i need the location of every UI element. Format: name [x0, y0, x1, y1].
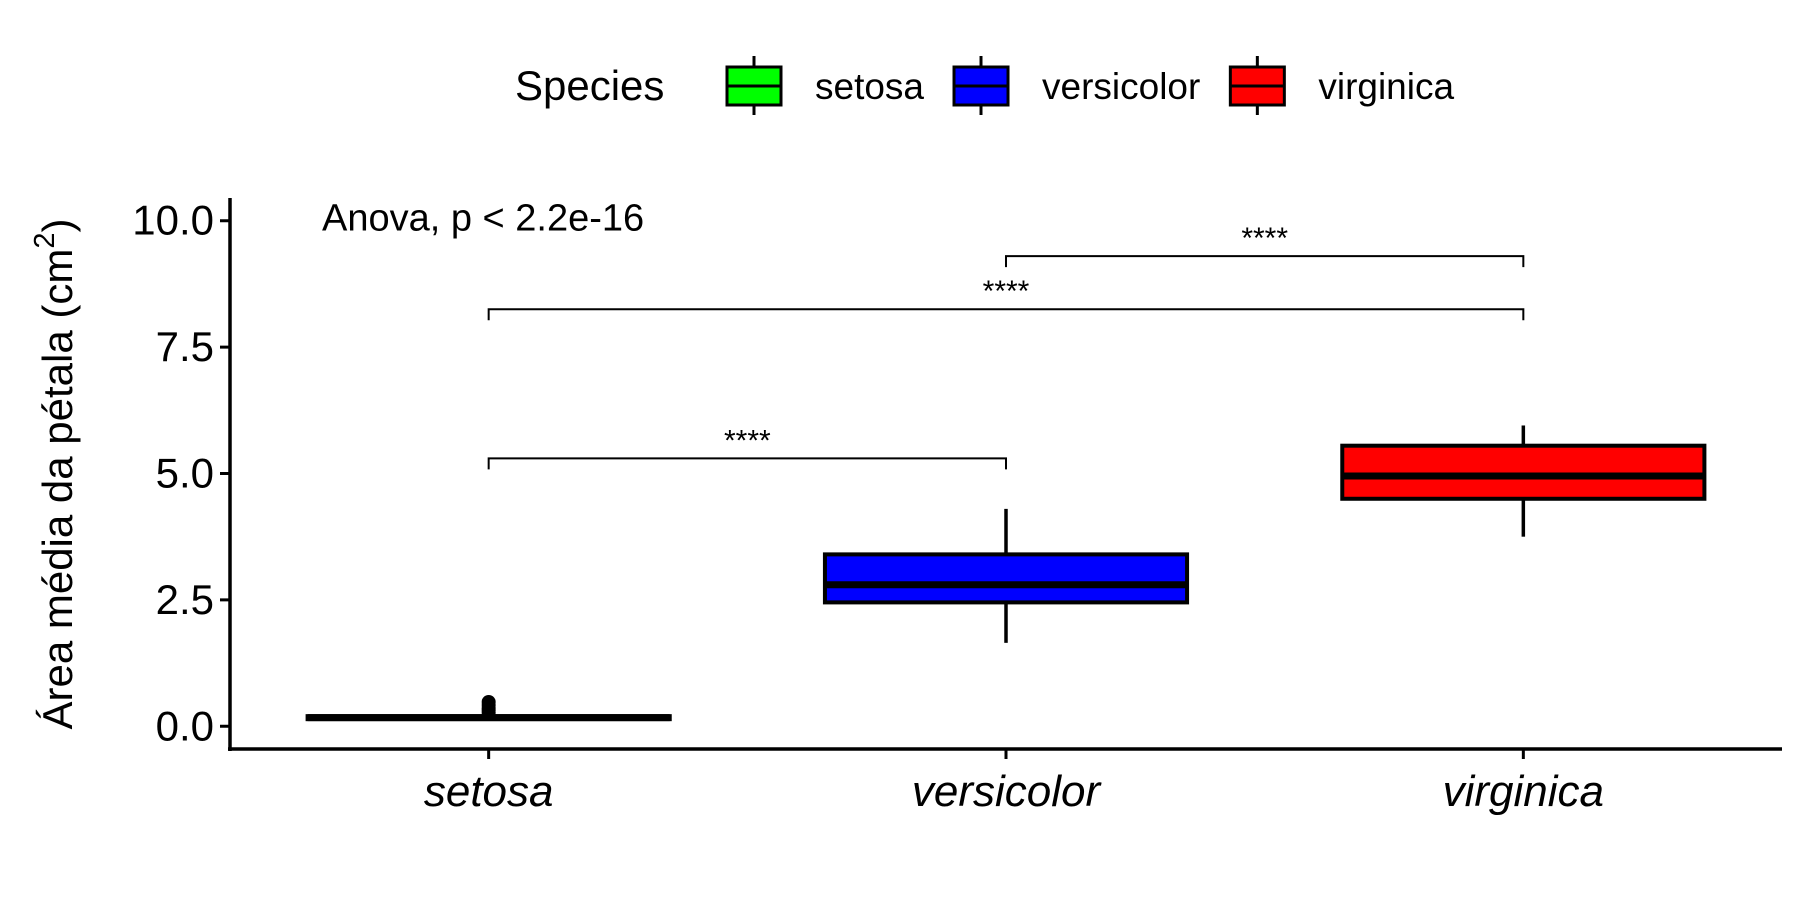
anova-label: Anova, p < 2.2e-16: [322, 198, 644, 240]
y-tick-label: 2.5: [156, 576, 214, 623]
legend-label: versicolor: [1042, 66, 1200, 107]
legend-item-virginica: virginica: [1228, 56, 1454, 115]
legend-item-setosa: setosa: [725, 56, 924, 115]
legend-label: setosa: [815, 66, 924, 107]
significance-label: ****: [983, 275, 1030, 308]
legend-item-versicolor: versicolor: [952, 56, 1200, 115]
boxes: [305, 425, 1707, 722]
x-tick-label: setosa: [424, 767, 554, 816]
x-tick-label: virginica: [1443, 767, 1604, 816]
y-tick-label: 10.0: [132, 197, 214, 244]
bracket-line: [487, 308, 1525, 321]
bracket-versicolor-virginica: ****: [1005, 222, 1525, 268]
box-body: [822, 552, 1190, 605]
y-tick-label: 0.0: [156, 702, 214, 749]
box-setosa: [305, 694, 672, 722]
box-versicolor: [822, 508, 1190, 643]
box-virginica: [1340, 425, 1707, 537]
y-axis-title: Área média da pétala (cm2): [29, 218, 81, 729]
legend-label: virginica: [1318, 66, 1454, 107]
significance-brackets: **** **** ****: [487, 222, 1525, 470]
bracket-setosa-versicolor: ****: [487, 424, 1007, 470]
legend-title: Species: [515, 62, 664, 109]
box-body: [1340, 443, 1707, 501]
y-tick-label: 5.0: [156, 450, 214, 497]
bracket-setosa-virginica: ****: [487, 275, 1525, 321]
legend: Species setosa versicolor virginica: [515, 56, 1454, 115]
y-tick-label: 7.5: [156, 323, 214, 370]
bracket-line: [1005, 255, 1525, 268]
outlier-point: [481, 694, 496, 709]
significance-label: ****: [724, 424, 771, 457]
y-axis-title-main: Área média da pétala (cm: [34, 249, 81, 730]
bracket-line: [487, 457, 1007, 470]
y-ticks: 0.0 2.5 5.0 7.5 10.0: [132, 197, 230, 749]
x-tick-label: versicolor: [912, 767, 1103, 816]
y-axis-title-superscript: 2: [29, 232, 61, 248]
y-axis-title-close: ): [34, 218, 81, 232]
significance-label: ****: [1241, 222, 1288, 255]
x-ticks: setosa versicolor virginica: [424, 749, 1604, 816]
